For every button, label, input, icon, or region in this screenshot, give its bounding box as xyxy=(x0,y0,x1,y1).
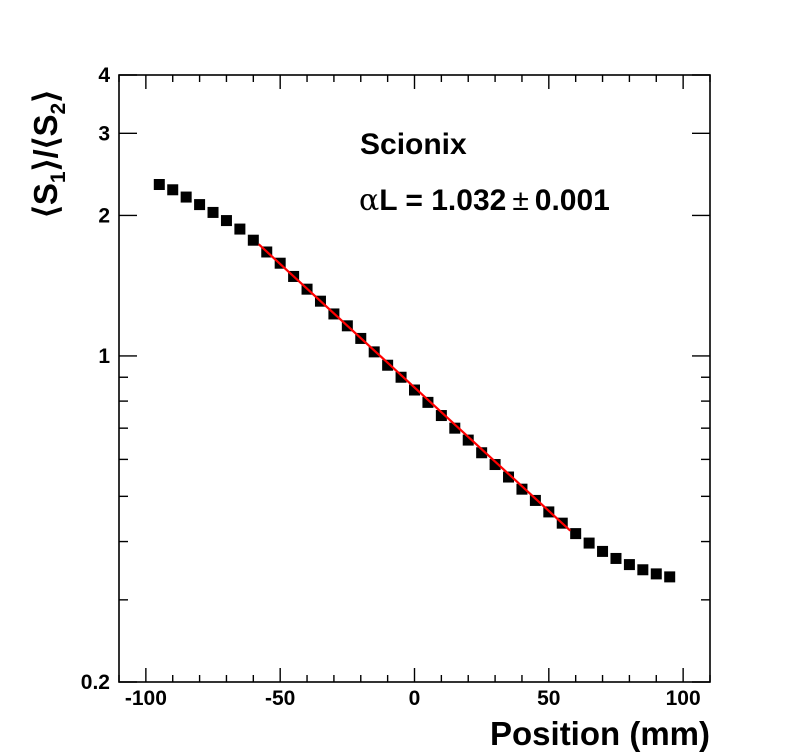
data-point xyxy=(382,359,394,371)
x-tick-label: -50 xyxy=(265,687,295,710)
fit-line xyxy=(257,243,572,532)
data-point xyxy=(395,371,407,383)
annotation-title: Scionix xyxy=(360,128,467,161)
data-point xyxy=(167,184,179,196)
data-point xyxy=(449,422,461,434)
y-title-sub-2: 2 xyxy=(47,103,70,115)
data-point xyxy=(489,459,501,471)
data-point xyxy=(435,410,447,422)
data-point xyxy=(570,528,582,540)
x-axis-title: Position (mm) xyxy=(490,715,710,752)
x-axis: -100 -50 0 50 100 xyxy=(118,75,711,710)
data-point xyxy=(462,434,474,446)
data-point xyxy=(623,559,635,571)
y-title-sub-1: 1 xyxy=(47,171,70,183)
x-tick-label: 50 xyxy=(537,687,560,710)
y-title-part-1: ⟨S xyxy=(27,183,64,218)
data-point xyxy=(529,494,541,506)
data-point xyxy=(247,234,259,246)
data-point xyxy=(664,571,676,583)
data-point xyxy=(503,471,515,483)
data-point xyxy=(597,545,609,557)
data-point xyxy=(610,552,622,564)
data-point xyxy=(583,537,595,549)
y-tick-label: 4 xyxy=(98,64,110,87)
y-tick-label: 1 xyxy=(98,345,110,368)
data-point xyxy=(637,564,649,576)
data-point xyxy=(516,483,528,495)
fit-value: L = 1.032 xyxy=(379,184,506,217)
x-tick-label: -100 xyxy=(125,687,167,710)
data-point xyxy=(207,206,219,218)
x-tick-label: 0 xyxy=(409,687,421,710)
fit-alpha: α xyxy=(359,183,379,218)
y-tick-label: 3 xyxy=(98,122,110,145)
data-point xyxy=(153,179,165,191)
y-title-part-2: ⟩/⟨S xyxy=(27,114,64,171)
data-series xyxy=(153,179,676,583)
plot-frame xyxy=(118,74,711,683)
fit-error: 0.001 xyxy=(535,184,610,217)
data-point xyxy=(650,568,662,580)
data-point xyxy=(180,191,192,203)
y-axis-title: ⟨S1⟩/⟨S2⟩ xyxy=(27,90,70,218)
data-point xyxy=(194,199,206,211)
data-point xyxy=(476,447,488,459)
y-title-part-3: ⟩ xyxy=(27,90,64,103)
data-point xyxy=(409,384,420,396)
fit-pm: ± xyxy=(512,184,528,217)
y-tick-label: 0.2 xyxy=(81,671,110,694)
data-point xyxy=(234,223,246,235)
data-point xyxy=(422,396,434,408)
x-tick-label: 100 xyxy=(666,687,701,710)
data-point xyxy=(220,215,232,227)
y-tick-label: 2 xyxy=(98,204,110,227)
y-axis: 0.2 1 2 3 4 xyxy=(81,64,710,694)
annotation-fit: αL = 1.032 ±0.001 xyxy=(359,183,610,218)
